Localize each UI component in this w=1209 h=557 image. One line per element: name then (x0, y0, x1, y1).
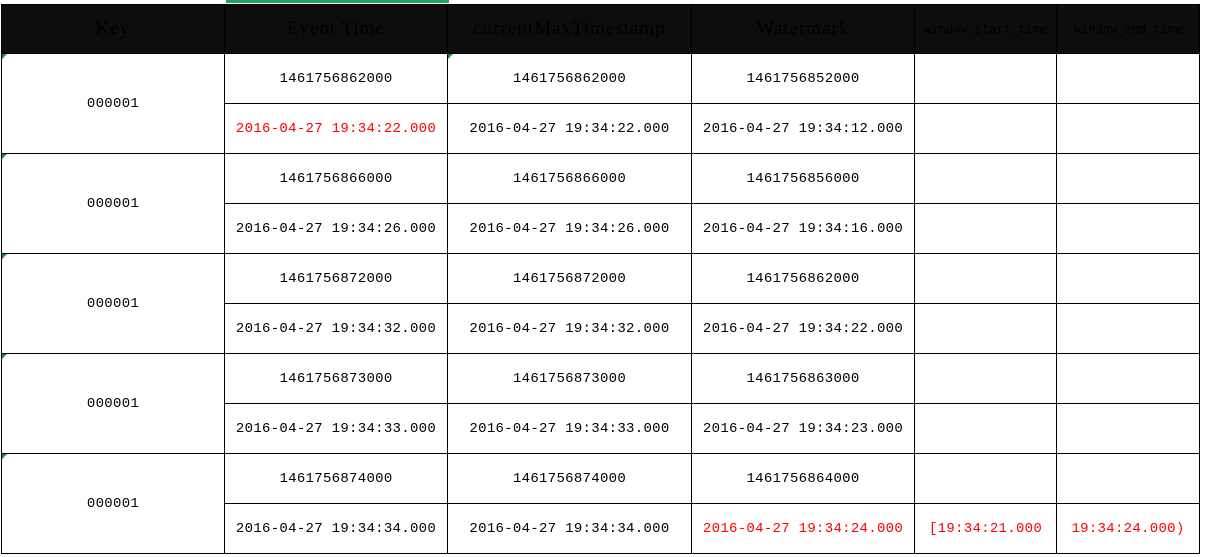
table-row: 2016-04-27 19:34:22.000 2016-04-27 19:34… (2, 103, 1200, 154)
event-timestamp-cell[interactable]: 1461756862000 (224, 53, 448, 104)
window-end-cell[interactable] (1056, 453, 1200, 504)
table-row: 2016-04-27 19:34:33.000 2016-04-27 19:34… (2, 403, 1200, 454)
event-time-cell[interactable]: 2016-04-27 19:34:22.000 (224, 103, 448, 154)
event-timestamp-cell[interactable]: 1461756873000 (224, 353, 448, 404)
table-row: 2016-04-27 19:34:32.000 2016-04-27 19:34… (2, 303, 1200, 354)
max-time-cell[interactable]: 2016-04-27 19:34:34.000 (447, 503, 692, 554)
key-cell[interactable]: 000001 (1, 253, 225, 354)
header-watermark[interactable]: Watermark (691, 4, 915, 54)
max-timestamp-cell[interactable]: 1461756866000 (447, 153, 692, 204)
window-end-cell[interactable] (1056, 303, 1200, 354)
watermark-timestamp-cell[interactable]: 1461756856000 (691, 153, 915, 204)
window-start-cell[interactable] (914, 103, 1057, 154)
watermark-time-cell[interactable]: 2016-04-27 19:34:16.000 (691, 203, 915, 254)
max-timestamp-cell[interactable]: 1461756862000 (447, 53, 692, 104)
table-row: 000001 1461756862000 1461756862000 14617… (1, 53, 1200, 154)
window-start-cell[interactable] (914, 303, 1057, 354)
event-timestamp-cell[interactable]: 1461756874000 (224, 453, 448, 504)
table-row: 000001 1461756874000 1461756874000 14617… (1, 453, 1200, 554)
window-start-cell[interactable] (914, 353, 1057, 404)
max-time-cell[interactable]: 2016-04-27 19:34:32.000 (447, 303, 692, 354)
key-cell[interactable]: 000001 (1, 53, 225, 154)
max-time-cell[interactable]: 2016-04-27 19:34:33.000 (447, 403, 692, 454)
window-start-cell[interactable] (914, 153, 1057, 204)
window-start-cell[interactable] (914, 53, 1057, 104)
max-time-cell[interactable]: 2016-04-27 19:34:26.000 (447, 203, 692, 254)
column-header-strip (0, 0, 1209, 4)
max-timestamp-cell[interactable]: 1461756873000 (447, 353, 692, 404)
window-start-cell[interactable] (914, 203, 1057, 254)
window-start-cell[interactable] (914, 253, 1057, 304)
watermark-timestamp-cell[interactable]: 1461756852000 (691, 53, 915, 104)
watermark-time-cell[interactable]: 2016-04-27 19:34:12.000 (691, 103, 915, 154)
watermark-timestamp-cell[interactable]: 1461756863000 (691, 353, 915, 404)
window-end-cell[interactable] (1056, 53, 1200, 104)
window-start-cell[interactable] (914, 403, 1057, 454)
watermark-time-cell[interactable]: 2016-04-27 19:34:22.000 (691, 303, 915, 354)
table-row: 2016-04-27 19:34:34.000 2016-04-27 19:34… (2, 503, 1200, 554)
event-timestamp-cell[interactable]: 1461756866000 (224, 153, 448, 204)
event-time-cell[interactable]: 2016-04-27 19:34:32.000 (224, 303, 448, 354)
table-row: 000001 1461756872000 1461756872000 14617… (1, 253, 1200, 354)
window-end-cell[interactable] (1056, 203, 1200, 254)
header-window-start-time[interactable]: window_start_time (914, 4, 1057, 54)
key-cell[interactable]: 000001 (1, 153, 225, 254)
header-window-end-time[interactable]: window_end_time (1056, 4, 1200, 54)
header-key[interactable]: Key (1, 4, 225, 54)
header-row: Key Event Time currentMaxTimestamp Water… (1, 4, 1200, 54)
event-timestamp-cell[interactable]: 1461756872000 (224, 253, 448, 304)
table-row: 000001 1461756873000 1461756873000 14617… (1, 353, 1200, 454)
header-event-time[interactable]: Event Time (224, 4, 448, 54)
window-end-cell[interactable] (1056, 153, 1200, 204)
window-end-cell[interactable] (1056, 253, 1200, 304)
event-time-cell[interactable]: 2016-04-27 19:34:33.000 (224, 403, 448, 454)
watermark-time-cell[interactable]: 2016-04-27 19:34:23.000 (691, 403, 915, 454)
window-start-cell[interactable]: [19:34:21.000 (914, 503, 1057, 554)
window-start-cell[interactable] (914, 453, 1057, 504)
watermark-timestamp-cell[interactable]: 1461756864000 (691, 453, 915, 504)
table-row: 2016-04-27 19:34:26.000 2016-04-27 19:34… (2, 203, 1200, 254)
window-end-cell[interactable] (1056, 353, 1200, 404)
max-time-cell[interactable]: 2016-04-27 19:34:22.000 (447, 103, 692, 154)
watermark-timestamp-cell[interactable]: 1461756862000 (691, 253, 915, 304)
max-timestamp-cell[interactable]: 1461756872000 (447, 253, 692, 304)
window-end-cell[interactable] (1056, 403, 1200, 454)
event-time-cell[interactable]: 2016-04-27 19:34:26.000 (224, 203, 448, 254)
key-cell[interactable]: 000001 (1, 353, 225, 454)
watermark-time-cell[interactable]: 2016-04-27 19:34:24.000 (691, 503, 915, 554)
table-row: 000001 1461756866000 1461756866000 14617… (1, 153, 1200, 254)
max-timestamp-cell[interactable]: 1461756874000 (447, 453, 692, 504)
event-time-cell[interactable]: 2016-04-27 19:34:34.000 (224, 503, 448, 554)
watermark-table: Key Event Time currentMaxTimestamp Water… (1, 4, 1200, 554)
key-cell[interactable]: 000001 (1, 453, 225, 554)
header-current-max-timestamp[interactable]: currentMaxTimestamp (447, 4, 692, 54)
selected-column-indicator (226, 0, 449, 3)
window-end-cell[interactable] (1056, 103, 1200, 154)
window-end-cell[interactable]: 19:34:24.000) (1056, 503, 1200, 554)
